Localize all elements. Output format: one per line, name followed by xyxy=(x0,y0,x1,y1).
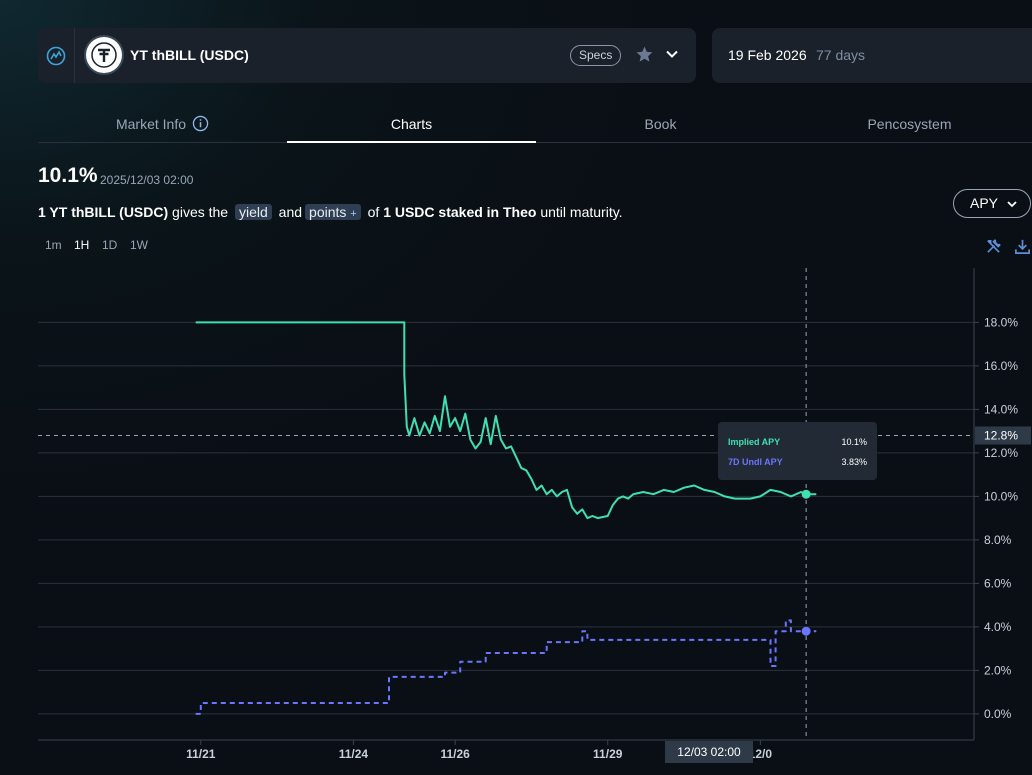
market-description: 1 YT thBILL (USDC) gives the yield and po… xyxy=(38,204,623,220)
timeframe-1d[interactable]: 1D xyxy=(102,238,118,252)
pendle-logo-icon xyxy=(46,46,66,65)
desc-subject: 1 YT thBILL (USDC) xyxy=(38,204,169,220)
specs-button[interactable]: Specs xyxy=(570,45,622,66)
points-label: points xyxy=(309,204,347,220)
timeframe-1w[interactable]: 1W xyxy=(130,238,148,252)
x-tick-label: 11/26 xyxy=(440,747,470,761)
x-tick-label: 11/29 xyxy=(593,747,623,761)
y-tick-label: 6.0% xyxy=(984,576,1012,590)
x-axis-ticks: 11/21 11/24 11/26 11/29 12/0 xyxy=(186,740,772,761)
x-tick-label: 11/21 xyxy=(186,747,216,761)
days-to-maturity: 77 days xyxy=(816,47,866,63)
y-tick-label: 18.0% xyxy=(984,315,1018,329)
metric-selector-label: APY xyxy=(970,195,999,211)
y-axis-ticks: 0.0% 2.0% 4.0% 6.0% 8.0% 10.0% 12.0% 14.0% 16.0%… xyxy=(974,315,1018,721)
market-title: YT thBILL (USDC) xyxy=(130,47,249,63)
tab-pencosystem[interactable]: Pencosystem xyxy=(867,116,952,132)
y-tick-label: 2.0% xyxy=(984,663,1012,677)
crosshair-point xyxy=(801,489,811,499)
timeframe-1h[interactable]: 1H xyxy=(74,238,90,252)
tooltip-series-value: 10.1% xyxy=(841,437,867,447)
y-tick-label: 4.0% xyxy=(984,620,1012,634)
current-apy-value: 10.1% xyxy=(38,164,98,187)
crosshair: 12.8% xyxy=(38,268,1031,740)
tab-book[interactable]: Book xyxy=(644,116,677,132)
points-chip: points + xyxy=(305,204,361,220)
plus-icon: + xyxy=(350,208,357,220)
pendle-logo-button[interactable] xyxy=(38,28,75,83)
usdt-token-icon xyxy=(86,37,122,73)
y-tick-label: 12.0% xyxy=(984,446,1018,460)
crosshair-y-label: 12.8% xyxy=(984,428,1018,442)
star-icon[interactable] xyxy=(635,45,654,64)
tools-icon[interactable] xyxy=(985,238,1002,255)
y-tick-label: 10.0% xyxy=(984,489,1018,503)
y-tick-label: 14.0% xyxy=(984,402,1018,416)
grid-lines xyxy=(38,321,974,715)
tooltip-series-name: 7D Undl APY xyxy=(728,457,783,467)
crosshair-point xyxy=(801,626,811,636)
tab-charts[interactable]: Charts xyxy=(287,104,536,143)
maturity-date: 19 Feb 2026 xyxy=(728,47,807,63)
info-icon xyxy=(192,115,209,132)
desc-text: and xyxy=(278,204,303,220)
download-icon[interactable] xyxy=(1014,238,1031,255)
chevron-down-icon xyxy=(1007,201,1017,208)
x-tick-label: 11/24 xyxy=(339,747,369,761)
chevron-down-icon[interactable] xyxy=(665,47,679,61)
timeframe-1m[interactable]: 1m xyxy=(45,238,62,252)
market-tabs: Market Info Charts Book Pencosystem xyxy=(38,104,1032,143)
series-layer xyxy=(195,321,817,715)
series-line xyxy=(195,321,817,520)
desc-text: until maturity. xyxy=(540,204,623,220)
market-header: YT thBILL (USDC) Specs xyxy=(38,28,696,83)
current-timestamp: 2025/12/03 02:00 xyxy=(100,173,194,187)
y-tick-label: 16.0% xyxy=(984,359,1018,373)
chart-tooltip: Implied APY 10.1% 7D Undl APY 3.83% xyxy=(718,422,877,480)
desc-text: of xyxy=(367,204,380,220)
metric-selector[interactable]: APY xyxy=(953,189,1031,218)
crosshair-y-label-bg xyxy=(975,426,1031,445)
tab-market-info[interactable]: Market Info xyxy=(38,104,287,142)
desc-object: 1 USDC staked in Theo xyxy=(383,204,537,220)
tab-label: Market Info xyxy=(115,116,187,132)
yield-chip: yield xyxy=(234,204,272,220)
tooltip-series-name: Implied APY xyxy=(728,437,781,447)
y-tick-label: 8.0% xyxy=(984,533,1012,547)
y-tick-label: 0.0% xyxy=(984,707,1012,721)
desc-text: gives the xyxy=(172,204,229,220)
series-line xyxy=(195,619,817,715)
crosshair-x-label: 12/03 02:00 xyxy=(665,741,753,763)
tooltip-series-value: 3.83% xyxy=(841,457,867,467)
maturity-panel: 19 Feb 2026 77 days xyxy=(712,28,1032,83)
x-tick-label: 12/0 xyxy=(749,747,773,761)
